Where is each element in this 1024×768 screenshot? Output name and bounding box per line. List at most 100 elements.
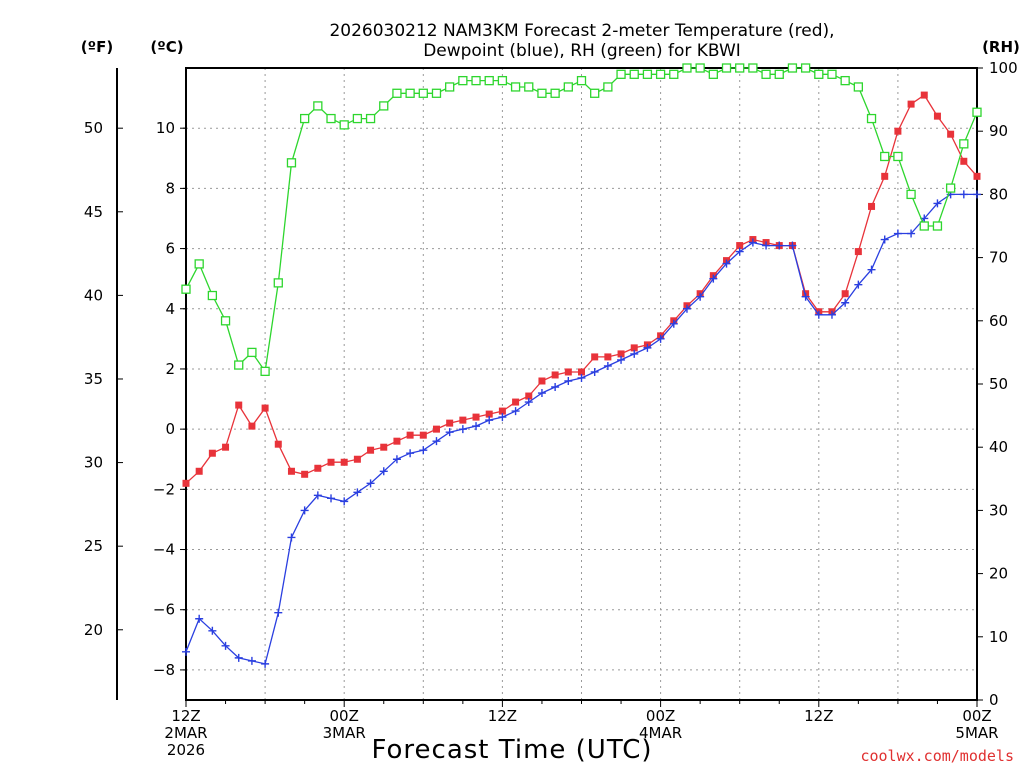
temperature-point [274,440,282,448]
dewpoint-point [485,416,494,425]
temperature-point [195,467,203,475]
dewpoint-point [551,383,560,392]
time-tick-label: 2026 [167,741,205,759]
temperature-point [432,425,440,433]
dewpoint-point [340,497,349,506]
rh-point [972,107,982,117]
dewpoint-point [564,376,573,385]
rh-point [365,113,376,124]
dewpoint-point [656,334,665,343]
rh-point [247,347,257,358]
dewpoint-point [630,349,639,358]
temperature-point [920,91,928,99]
rh-point [484,75,494,86]
rh-point [234,360,244,370]
temperature-point [406,431,414,439]
rh-point [616,69,626,79]
dewpoint-point [353,488,362,497]
series-dewpoint [182,190,981,668]
rh-point [181,284,191,294]
dewpoint-point [907,229,916,238]
rh-point [563,82,573,92]
series-temperature [182,91,981,487]
rh-point [708,69,718,79]
dewpoint-point [827,310,836,319]
temperature-point [933,112,941,120]
rh-point [695,63,705,73]
temperature-point [564,368,572,376]
temperature-point [287,467,295,475]
rh-tick-label: 30 [989,501,1008,519]
dewpoint-point [392,455,401,464]
celsius-tick-label: −4 [153,541,175,559]
rh-point [576,75,587,86]
temperature-point [248,422,256,430]
celsius-tick-label: −2 [153,480,175,498]
dewpoint-point [775,241,784,250]
dewpoint-point [617,355,626,364]
temperature-point [235,401,243,409]
temperature-point [591,353,599,361]
rh-tick-label: 0 [989,691,999,709]
dewpoint-point [379,467,388,476]
dewpoint-point [854,280,863,289]
fahrenheit-axis: 20 25 30 35 40 45 50 [84,68,123,700]
dewpoint-point [841,298,850,307]
rh-point [761,69,771,79]
temperature-point [551,371,559,379]
rh-point [880,151,890,162]
dewpoint-point [735,247,744,256]
rh-point [748,63,758,73]
rh-point [194,259,204,269]
temperature-point [525,392,533,400]
temperature-point [907,100,915,108]
dewpoint-point [274,608,283,617]
dewpoint-point [696,292,705,301]
rh-point [392,88,402,98]
temperature-point [182,479,190,487]
rh-point [629,69,639,79]
rh-point [405,88,415,98]
temperature-point [419,431,427,439]
dewpoint-point [590,367,599,376]
dewpoint-point [419,446,428,455]
rh-point [866,113,877,124]
dewpoint-point [867,265,876,274]
time-tick-label: 3MAR [323,724,366,742]
fahrenheit-tick-label: 30 [84,454,103,472]
time-tick-label: 12Z [804,707,833,725]
dewpoint-point [537,389,546,398]
dewpoint-point [880,235,889,244]
time-tick-label: 00Z [646,707,675,725]
temperature-point [314,464,322,472]
rh-point [326,113,336,124]
temperature-point [947,130,955,138]
plot-frame [185,67,978,701]
dewpoint-point [682,304,691,313]
rh-point [919,221,929,231]
dewpoint-point [524,398,533,407]
temperature-point [208,449,216,457]
temperature-point [617,350,625,358]
rh-point [814,69,824,79]
temperature-point [578,368,585,376]
time-tick-label: 12Z [488,707,517,725]
temperature-point [353,455,361,463]
dewpoint-point [287,533,296,542]
rh-tick-label: 80 [989,185,1008,203]
rh-point [352,113,363,124]
unit-rh-label: (RH) [982,38,1020,56]
dewpoint-point [577,373,586,382]
fahrenheit-tick-label: 50 [84,119,103,137]
time-tick-label: 00Z [330,707,359,725]
dewpoint-point [498,413,507,422]
temperature-point [367,446,375,454]
dewpoint-point [458,425,467,434]
rh-point [299,113,310,124]
fahrenheit-tick-label: 45 [84,203,103,221]
time-tick-label: 00Z [962,707,991,725]
dewpoint-point [814,310,823,319]
temperature-point [894,127,902,135]
